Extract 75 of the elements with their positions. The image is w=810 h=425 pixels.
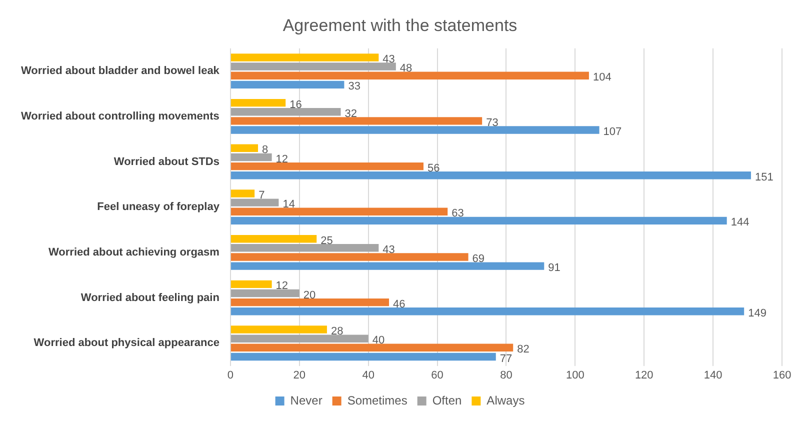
legend-label: Always (486, 393, 525, 408)
y-tick-label: Feel uneasy of foreplay (97, 201, 220, 214)
bar (230, 72, 589, 80)
data-label: 91 (548, 262, 560, 274)
data-label: 104 (592, 72, 612, 84)
x-tick-label: 100 (566, 369, 584, 382)
bar (230, 298, 390, 306)
data-label: 77 (500, 352, 512, 365)
bar (230, 334, 368, 342)
y-tick-label: Worried about physical appearance (34, 337, 220, 350)
data-label: 73 (486, 116, 498, 129)
x-tick-label: 80 (500, 369, 512, 382)
y-tick-label: Worried about achieving orgasm (48, 246, 220, 258)
chart-title: Agreement with the statements (282, 16, 518, 35)
y-tick-label: Worried about controlling movements (21, 110, 220, 122)
y-tick-label: Worried about feeling pain (80, 292, 220, 304)
bar (230, 62, 396, 70)
data-label: 16 (290, 98, 302, 111)
data-label: 46 (393, 298, 406, 310)
legend-label: Never (290, 393, 322, 408)
bar (230, 352, 496, 361)
bar (230, 234, 317, 243)
data-label: 7 (258, 190, 265, 202)
data-label: 14 (282, 198, 295, 211)
bar (230, 108, 341, 116)
bar (230, 326, 327, 334)
bar (230, 262, 544, 270)
x-tick-label: 20 (293, 369, 306, 382)
bar (230, 117, 482, 125)
legend-label: Sometimes (347, 393, 408, 408)
legend-label: Often (432, 393, 462, 408)
bar (230, 244, 379, 252)
bar (230, 172, 751, 180)
data-label: 43 (382, 244, 395, 256)
bar (230, 344, 514, 352)
y-tick-label: Worried about STDs (114, 156, 220, 168)
bar (230, 253, 468, 261)
data-label: 63 (452, 208, 464, 220)
data-label: 12 (276, 280, 288, 292)
data-label: 149 (748, 307, 766, 320)
data-label: 33 (348, 80, 360, 93)
x-tick-label: 140 (704, 369, 722, 382)
bar (230, 144, 258, 152)
data-label: 12 (276, 153, 288, 166)
data-label: 32 (344, 108, 357, 120)
bar (230, 190, 255, 198)
bar (230, 54, 379, 62)
bar (230, 126, 600, 134)
bar (230, 280, 272, 288)
data-label: 43 (382, 54, 395, 66)
data-label: 151 (754, 171, 774, 184)
bar (230, 162, 424, 170)
x-tick-label: 40 (362, 369, 374, 382)
data-label: 28 (330, 326, 344, 338)
x-tick-label: 120 (634, 369, 654, 382)
bar (230, 80, 344, 89)
bar (230, 308, 744, 316)
data-label: 8 (262, 144, 268, 156)
x-tick-label: 60 (431, 369, 444, 382)
data-label: 56 (427, 162, 440, 174)
bar (230, 98, 286, 107)
y-tick-label: Worried about bladder and bowel leak (20, 65, 220, 78)
data-label: 82 (517, 344, 530, 356)
data-label: 144 (730, 216, 750, 229)
data-label: 107 (603, 126, 622, 138)
bar (230, 289, 300, 298)
bar (230, 216, 727, 225)
data-label: 69 (472, 253, 485, 266)
bar (230, 208, 448, 216)
x-tick-label: 0 (227, 369, 234, 382)
bar (230, 198, 279, 206)
x-tick-label: 160 (772, 369, 792, 382)
bar (230, 153, 272, 162)
data-label: 25 (320, 234, 333, 247)
data-label: 20 (303, 289, 316, 302)
